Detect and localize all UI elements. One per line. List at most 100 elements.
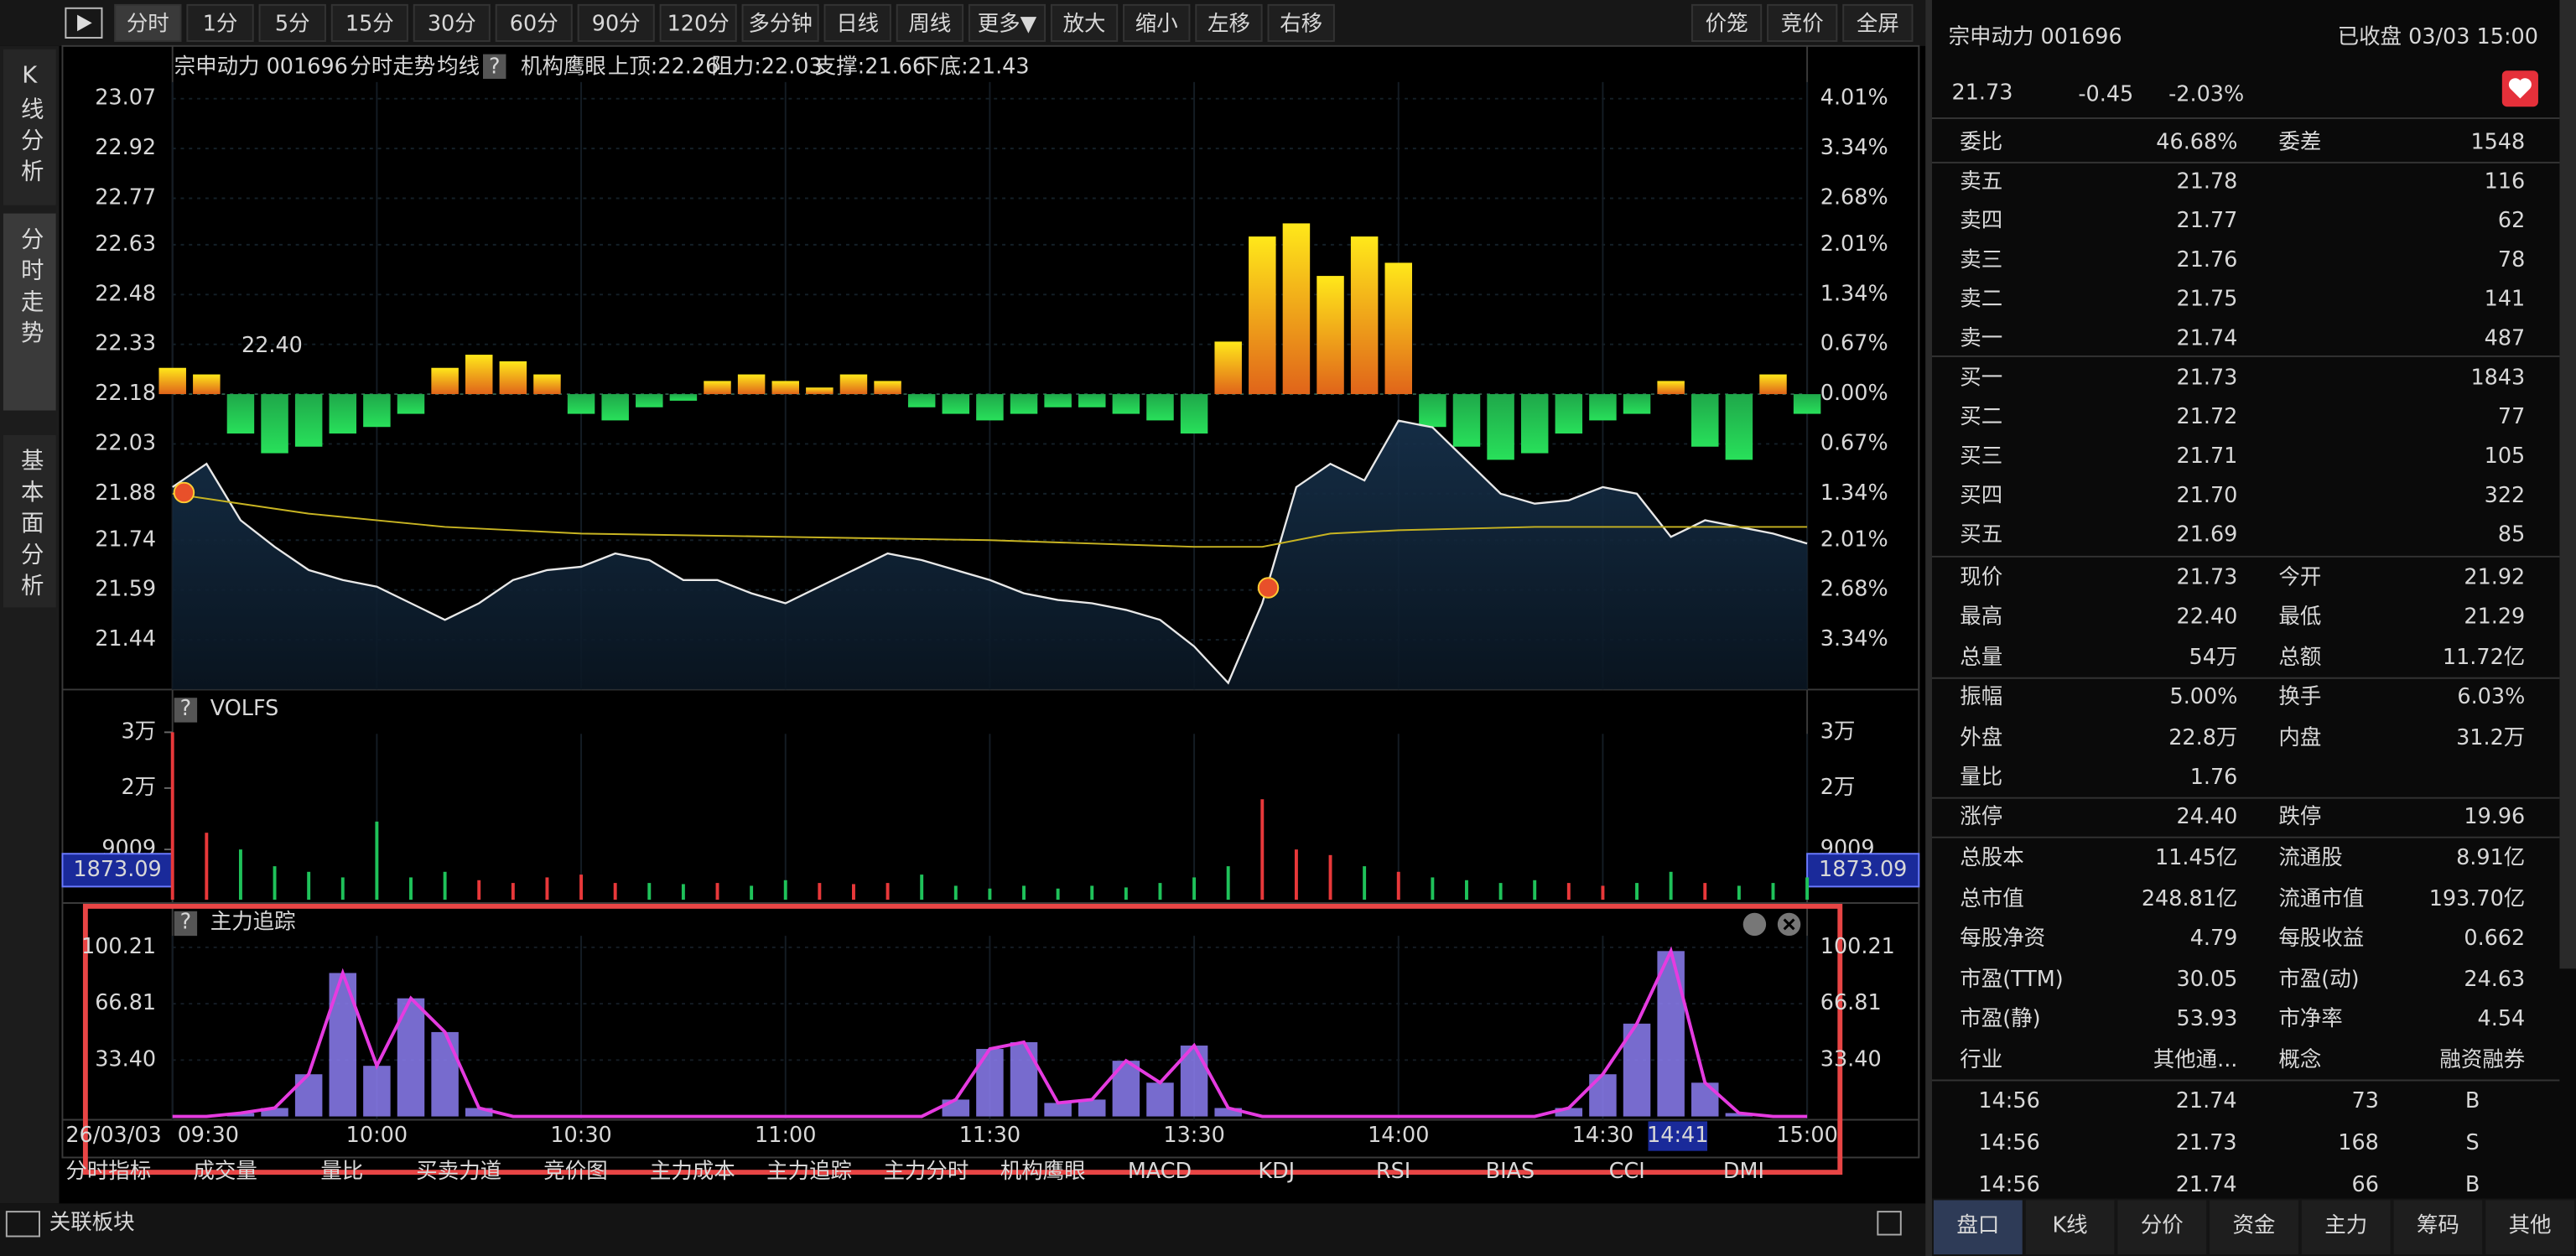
- toolbar-button-label[interactable]: 1分: [203, 11, 238, 36]
- toolbar-button[interactable]: [741, 3, 819, 42]
- side-tab[interactable]: [3, 213, 56, 411]
- volume-bar: [1192, 877, 1197, 900]
- indicator-tab[interactable]: 主力分时: [883, 1159, 969, 1184]
- flow-bar: [1793, 394, 1821, 414]
- toolbar-button[interactable]: [1690, 3, 1763, 42]
- toolbar-button[interactable]: [1123, 3, 1191, 42]
- quote-tab-label[interactable]: 盘口: [1956, 1213, 1999, 1238]
- indicator-tab[interactable]: RSI: [1376, 1159, 1410, 1184]
- toolbar-button[interactable]: [258, 3, 326, 42]
- toolbar-button-label[interactable]: 120分: [667, 11, 730, 36]
- quote-tab[interactable]: [2393, 1200, 2483, 1255]
- indicator-tab[interactable]: DMI: [1723, 1159, 1764, 1184]
- side-tab-label[interactable]: K线分析: [17, 62, 44, 189]
- toolbar-button[interactable]: [1050, 3, 1119, 42]
- flow-bar: [1520, 394, 1549, 454]
- indicator-tab[interactable]: MACD: [1128, 1159, 1192, 1184]
- play-button[interactable]: [65, 7, 103, 39]
- quote-cell: 市盈(动): [2278, 967, 2359, 992]
- settings-icon[interactable]: [1742, 912, 1767, 937]
- toolbar-button-label[interactable]: 15分: [345, 11, 394, 36]
- y2-tick-label: 2万: [1820, 775, 1856, 800]
- toolbar-button[interactable]: [330, 3, 408, 42]
- quote-cell: 流通市值: [2278, 886, 2364, 911]
- indicator-tab[interactable]: 成交量: [193, 1159, 257, 1184]
- help-mark[interactable]: ?: [180, 696, 192, 721]
- indicator-tab[interactable]: 分时指标: [65, 1159, 151, 1184]
- flow-bar: [601, 394, 629, 421]
- toolbar-button[interactable]: [577, 3, 655, 42]
- toolbar-button[interactable]: [1767, 3, 1838, 42]
- toolbar-button-label[interactable]: 左移: [1208, 11, 1250, 36]
- indicator-tab[interactable]: 主力追踪: [766, 1159, 852, 1184]
- toolbar-button[interactable]: [1842, 3, 1914, 42]
- toolbar-button[interactable]: [1195, 3, 1263, 42]
- help-box[interactable]: [174, 911, 198, 937]
- toolbar-button[interactable]: [1267, 3, 1335, 42]
- quote-tab[interactable]: [2210, 1200, 2298, 1255]
- side-tab[interactable]: [3, 434, 56, 608]
- pct-tick-label: 2.68%: [1820, 184, 1888, 210]
- toolbar-button-label[interactable]: 竞价: [1781, 11, 1824, 36]
- toolbar-button[interactable]: [896, 3, 964, 42]
- level-label: 阻力:22.03: [711, 54, 822, 79]
- quote-tab[interactable]: [2117, 1200, 2207, 1255]
- toolbar-button-label[interactable]: 缩小: [1135, 11, 1178, 36]
- y2-tick-label: 66.81: [1820, 990, 1882, 1015]
- quote-tab[interactable]: [2301, 1200, 2391, 1255]
- indicator-tab[interactable]: 机构鹰眼: [1000, 1159, 1086, 1184]
- toolbar-button-label[interactable]: 30分: [428, 11, 476, 36]
- toolbar-button-label[interactable]: 多分钟: [748, 11, 812, 36]
- quote-tab-label[interactable]: 分价: [2141, 1213, 2184, 1238]
- toolbar-button[interactable]: [495, 3, 573, 42]
- export-icon[interactable]: [1877, 1211, 1902, 1236]
- volume-bar: [409, 877, 413, 900]
- indicator-tab[interactable]: 量比: [320, 1159, 363, 1184]
- toolbar-button-label[interactable]: 60分: [510, 11, 558, 36]
- quote-tab[interactable]: [2485, 1200, 2575, 1255]
- quote-cell: 6.03%: [2457, 684, 2525, 709]
- quote-cell: 委差: [2278, 129, 2321, 154]
- main-force-bar: [1214, 1108, 1242, 1117]
- bottom-icon[interactable]: [5, 1211, 40, 1238]
- toolbar-button[interactable]: [823, 3, 891, 42]
- toolbar-button-label[interactable]: 更多▼: [978, 11, 1037, 36]
- side-tab-label[interactable]: 基本面分析: [17, 449, 44, 605]
- quote-tab[interactable]: [1933, 1200, 2023, 1255]
- toolbar-button-label[interactable]: 90分: [592, 11, 641, 36]
- help-mark[interactable]: ?: [489, 54, 501, 79]
- indicator-tab[interactable]: CCI: [1609, 1159, 1645, 1184]
- toolbar-button-label[interactable]: 价笼: [1706, 11, 1748, 36]
- help-mark[interactable]: ?: [180, 909, 192, 934]
- toolbar-button[interactable]: [413, 3, 491, 42]
- indicator-tab[interactable]: 买卖力道: [416, 1159, 501, 1184]
- help-box[interactable]: [483, 54, 506, 79]
- quote-tab[interactable]: [2025, 1200, 2115, 1255]
- quote-tab-label[interactable]: 筹码: [2417, 1213, 2459, 1238]
- toolbar-button-label[interactable]: 5分: [275, 11, 310, 36]
- quote-tab-label[interactable]: 资金: [2233, 1213, 2276, 1238]
- toolbar-button-label[interactable]: 全屏: [1857, 11, 1899, 36]
- toolbar-button[interactable]: [114, 3, 182, 42]
- bottom-label[interactable]: 关联板块: [49, 1210, 135, 1235]
- quote-tab-label[interactable]: K线: [2052, 1213, 2087, 1238]
- toolbar-button[interactable]: [659, 3, 737, 42]
- indicator-tab[interactable]: KDJ: [1258, 1159, 1295, 1184]
- toolbar-button-label[interactable]: 周线: [908, 11, 951, 36]
- quote-tab-label[interactable]: 其他: [2509, 1213, 2552, 1238]
- toolbar-button-label[interactable]: 日线: [836, 11, 879, 36]
- indicator-tab[interactable]: BIAS: [1486, 1159, 1535, 1184]
- toolbar-button[interactable]: [968, 3, 1046, 42]
- y-tick-label: 22.77: [95, 184, 156, 210]
- quote-tab-label[interactable]: 主力: [2324, 1213, 2367, 1238]
- help-box[interactable]: [174, 698, 198, 723]
- cursor-value-box: [1806, 853, 1920, 888]
- indicator-tab[interactable]: 竞价图: [543, 1159, 607, 1184]
- toolbar-button-label[interactable]: 分时: [127, 11, 169, 36]
- side-tab[interactable]: [3, 49, 56, 205]
- side-tab-label[interactable]: 分时走势: [17, 226, 44, 351]
- indicator-tab[interactable]: 主力成本: [650, 1159, 735, 1184]
- toolbar-button-label[interactable]: 放大: [1063, 11, 1106, 36]
- toolbar-button[interactable]: [186, 3, 254, 42]
- toolbar-button-label[interactable]: 右移: [1280, 11, 1322, 36]
